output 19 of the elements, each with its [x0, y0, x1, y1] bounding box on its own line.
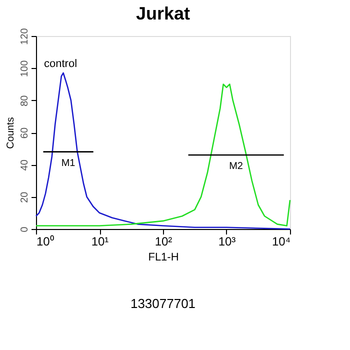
y-tick-label: 100	[20, 60, 30, 78]
chart-title: Jurkat	[136, 4, 190, 24]
annotation: control	[44, 58, 78, 70]
y-tick-label: 40	[20, 159, 30, 171]
series-label: M2	[229, 161, 244, 172]
y-tick-label: 80	[20, 94, 30, 106]
x-tick-label: 10³	[218, 234, 236, 248]
x-tick-label: 10¹	[91, 234, 109, 248]
text: 133077701	[130, 296, 196, 311]
x-tick-label: 10²	[154, 234, 172, 248]
y-tick-label: 0	[20, 226, 30, 232]
x-tick-label: 10⁰	[36, 234, 54, 248]
y-tick-label: 60	[20, 127, 30, 139]
series-label: M1	[61, 158, 76, 169]
y-tick-label: 120	[20, 28, 30, 45]
y-axis-title: Counts	[6, 117, 16, 149]
x-tick-label: 10⁴	[272, 234, 290, 248]
x-axis-title: FL1-H	[148, 252, 179, 264]
y-tick-label: 20	[20, 191, 30, 203]
